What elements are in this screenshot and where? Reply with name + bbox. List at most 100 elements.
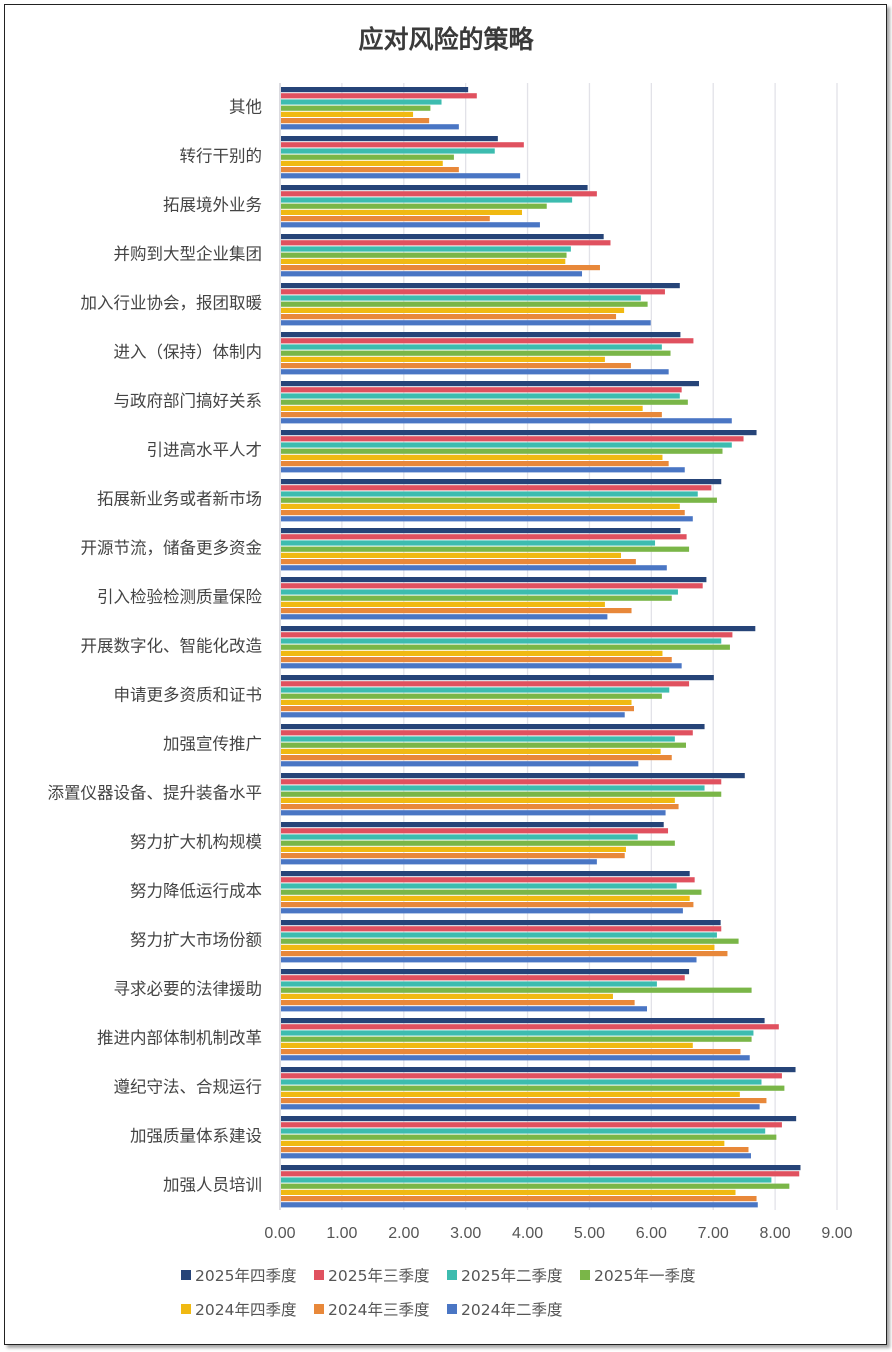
bar [281,350,671,356]
bar [281,650,663,656]
bar [281,320,651,326]
bar [281,167,459,173]
bar [281,859,597,865]
category-label: 开展数字化、智能化改造 [81,637,263,656]
x-tick-label: 2.00 [388,1225,419,1242]
category-label: 加入行业协会，报团取暖 [81,294,263,313]
bar [281,461,669,467]
bar [281,160,443,166]
x-tick-label: 8.00 [760,1225,791,1242]
bar [281,356,605,362]
bar [281,559,636,565]
bar [281,399,688,405]
bar [281,332,681,338]
bar [281,804,679,810]
bar [281,246,571,252]
bar [281,1165,801,1171]
bar [281,430,757,436]
category-label: 其他 [229,98,262,117]
category-label: 拓展境外业务 [163,196,262,215]
bar [281,289,665,295]
bar [281,265,600,271]
bar [281,957,697,963]
bar [281,785,705,791]
chart-frame [4,4,887,1345]
bar [281,699,632,705]
bar [281,503,680,509]
x-tick-label: 7.00 [698,1225,729,1242]
bar [281,467,685,473]
bar [281,1000,635,1006]
bar [281,846,626,852]
bar [281,528,681,534]
bar [281,295,641,301]
x-tick-label: 1.00 [326,1225,357,1242]
bar [281,118,430,124]
category-label: 努力扩大机构规模 [130,833,262,852]
bar [281,405,643,411]
bar [281,944,715,950]
bar [281,730,693,736]
bar [281,448,723,454]
bar [281,485,712,491]
bar [281,1171,800,1177]
bar [281,154,454,160]
bar [281,895,690,901]
x-tick-label: 5.00 [574,1225,605,1242]
bar [281,1067,796,1073]
bar [281,693,662,699]
bar [281,283,680,289]
bar [281,1189,736,1195]
legend-swatch [447,1270,457,1280]
bar [281,209,522,215]
bar [281,877,695,883]
bar [281,491,698,497]
bar [281,981,657,987]
bar [281,1018,765,1024]
legend-swatch [314,1304,324,1314]
category-label: 加强质量体系建设 [130,1127,262,1146]
bar [281,111,414,117]
bar [281,644,730,650]
bar [281,136,498,142]
bar [281,234,604,240]
bar [281,626,756,632]
bar [281,712,625,718]
bar [281,779,722,785]
x-tick-label: 0.00 [264,1225,295,1242]
bar [281,412,662,418]
bar [281,1177,772,1183]
bar [281,105,431,111]
bar [281,883,677,889]
bar [281,454,663,460]
bar [281,681,690,687]
legend-label: 2024年四季度 [195,1301,296,1319]
bar [281,418,732,424]
category-label: 努力扩大市场份额 [130,931,263,950]
bar [281,993,613,999]
bar [281,534,687,540]
bar [281,975,685,981]
bar [281,920,721,926]
bar [281,791,722,797]
bar [281,1085,785,1091]
bar [281,632,733,638]
bar [281,706,635,712]
bar [281,614,608,620]
bar [281,258,566,264]
category-label: 申请更多资质和证书 [114,686,263,705]
legend-swatch [181,1270,191,1280]
bar [281,663,682,669]
bar [281,252,567,258]
bar [281,1042,693,1048]
bar [281,1140,725,1146]
bar [281,442,732,448]
bar [281,1183,790,1189]
bar [281,1030,754,1036]
category-label: 开源节流，储备更多资金 [81,539,263,558]
legend-label: 2025年四季度 [195,1267,296,1285]
legend-label: 2025年二季度 [461,1267,562,1285]
legend-label: 2025年一季度 [594,1267,695,1285]
bar [281,1134,777,1140]
bar [281,197,573,203]
